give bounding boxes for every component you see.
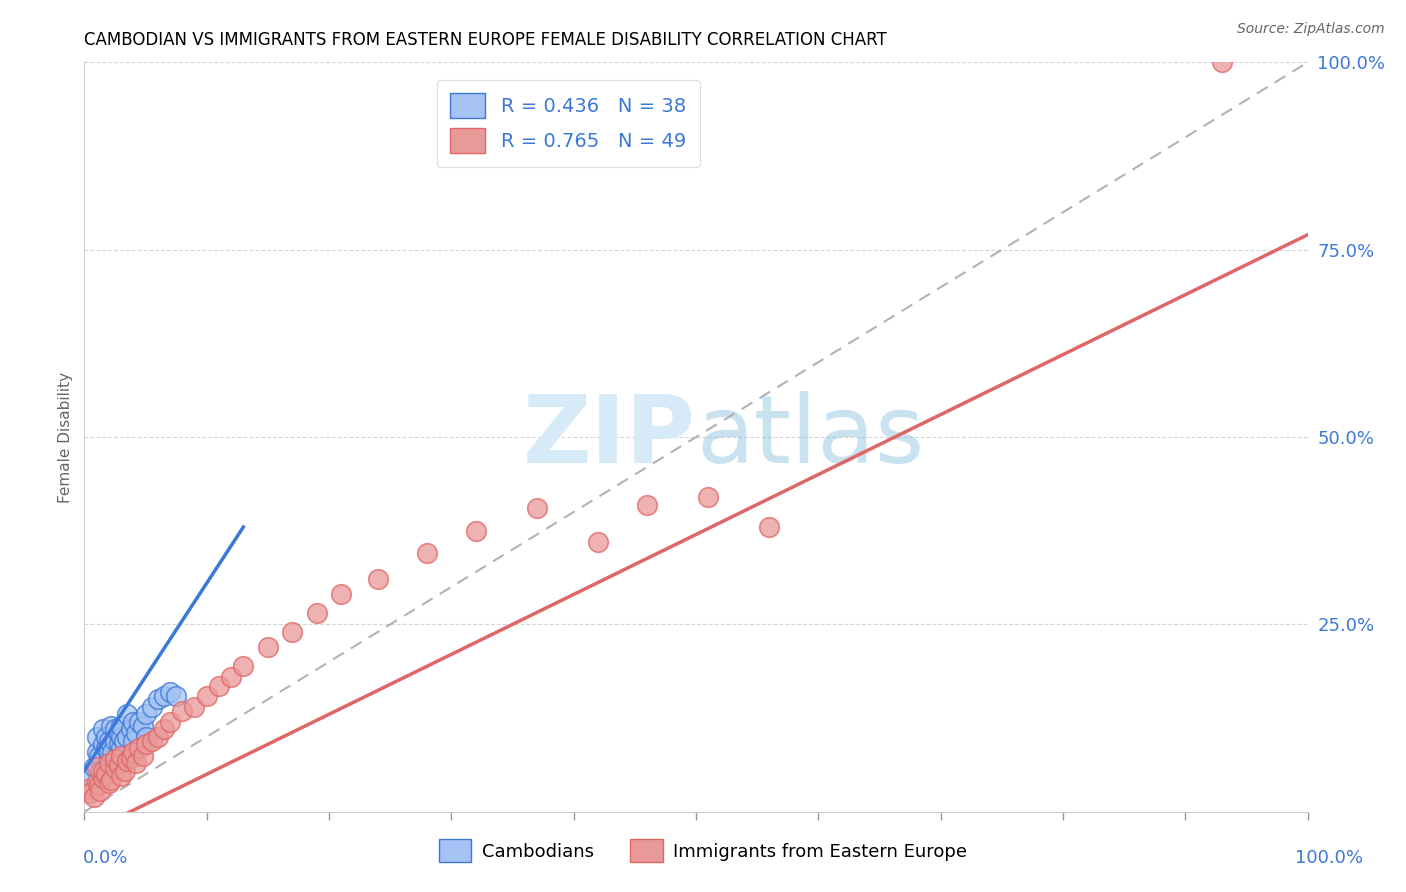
Point bbox=[86, 760, 108, 774]
Point bbox=[86, 745, 108, 759]
Text: 0.0%: 0.0% bbox=[83, 849, 128, 867]
Point bbox=[697, 490, 720, 504]
Point bbox=[128, 714, 150, 729]
Point bbox=[97, 756, 120, 770]
Point bbox=[115, 754, 138, 768]
Point bbox=[86, 774, 108, 789]
Text: 100.0%: 100.0% bbox=[1295, 849, 1362, 867]
Point bbox=[96, 730, 118, 744]
Point bbox=[77, 782, 100, 797]
Point bbox=[110, 730, 132, 744]
Point bbox=[122, 745, 145, 759]
Point bbox=[104, 752, 127, 766]
Point bbox=[141, 733, 163, 747]
Point bbox=[208, 679, 231, 693]
Y-axis label: Female Disability: Female Disability bbox=[58, 371, 73, 503]
Point bbox=[165, 689, 187, 703]
Point bbox=[101, 745, 124, 759]
Point bbox=[97, 752, 120, 766]
Point bbox=[586, 535, 609, 549]
Point bbox=[107, 758, 129, 772]
Point bbox=[96, 741, 118, 756]
Point bbox=[83, 760, 105, 774]
Point bbox=[122, 733, 145, 747]
Point bbox=[636, 498, 658, 512]
Point bbox=[100, 718, 122, 732]
Point bbox=[110, 748, 132, 763]
Point bbox=[330, 587, 353, 601]
Point bbox=[183, 699, 205, 714]
Point bbox=[195, 689, 218, 703]
Point bbox=[367, 573, 389, 587]
Point bbox=[758, 520, 780, 534]
Point bbox=[135, 737, 157, 751]
Point bbox=[526, 501, 548, 516]
Point bbox=[1211, 55, 1233, 70]
Legend: R = 0.436   N = 38, R = 0.765   N = 49: R = 0.436 N = 38, R = 0.765 N = 49 bbox=[437, 79, 700, 167]
Point bbox=[100, 773, 122, 788]
Point bbox=[135, 707, 157, 722]
Point bbox=[97, 776, 120, 790]
Point bbox=[86, 730, 108, 744]
Point bbox=[153, 723, 176, 737]
Point bbox=[115, 707, 138, 722]
Text: Source: ZipAtlas.com: Source: ZipAtlas.com bbox=[1237, 22, 1385, 37]
Point bbox=[281, 624, 304, 639]
Point bbox=[305, 606, 328, 620]
Point bbox=[122, 714, 145, 729]
Point bbox=[114, 764, 136, 778]
Point bbox=[464, 524, 486, 538]
Point bbox=[104, 733, 127, 747]
Point bbox=[110, 741, 132, 756]
Point bbox=[91, 771, 114, 785]
Point bbox=[141, 699, 163, 714]
Point bbox=[115, 730, 138, 744]
Point bbox=[172, 704, 194, 718]
Point bbox=[153, 689, 176, 703]
Text: ZIP: ZIP bbox=[523, 391, 696, 483]
Point bbox=[110, 769, 132, 783]
Point bbox=[159, 685, 181, 699]
Point bbox=[104, 761, 127, 775]
Point bbox=[87, 779, 110, 793]
Text: atlas: atlas bbox=[696, 391, 924, 483]
Point bbox=[132, 748, 155, 763]
Point bbox=[232, 658, 254, 673]
Point bbox=[120, 751, 142, 765]
Point bbox=[104, 723, 127, 737]
Point bbox=[79, 786, 101, 800]
Point bbox=[128, 741, 150, 756]
Point bbox=[416, 546, 439, 560]
Point bbox=[107, 726, 129, 740]
Point bbox=[91, 737, 114, 751]
Point bbox=[146, 692, 169, 706]
Point bbox=[125, 726, 148, 740]
Point bbox=[87, 748, 110, 763]
Point bbox=[107, 737, 129, 751]
Point bbox=[91, 723, 114, 737]
Point bbox=[97, 745, 120, 759]
Point bbox=[91, 764, 114, 778]
Point bbox=[146, 730, 169, 744]
Point bbox=[112, 733, 135, 747]
Point bbox=[110, 718, 132, 732]
Legend: Cambodians, Immigrants from Eastern Europe: Cambodians, Immigrants from Eastern Euro… bbox=[432, 832, 974, 870]
Point bbox=[125, 756, 148, 770]
Point bbox=[159, 714, 181, 729]
Point bbox=[89, 764, 111, 778]
Text: CAMBODIAN VS IMMIGRANTS FROM EASTERN EUROPE FEMALE DISABILITY CORRELATION CHART: CAMBODIAN VS IMMIGRANTS FROM EASTERN EUR… bbox=[84, 31, 887, 49]
Point bbox=[219, 670, 242, 684]
Point bbox=[135, 730, 157, 744]
Point bbox=[79, 767, 101, 781]
Point bbox=[97, 733, 120, 747]
Point bbox=[120, 723, 142, 737]
Point bbox=[132, 718, 155, 732]
Point bbox=[83, 789, 105, 804]
Point bbox=[96, 767, 118, 781]
Point bbox=[257, 640, 280, 654]
Point bbox=[89, 783, 111, 797]
